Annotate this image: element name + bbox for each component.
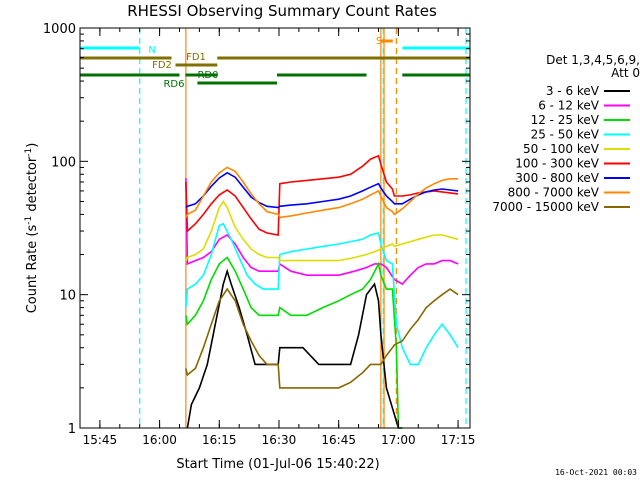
series-line [185, 166, 459, 219]
series-line [186, 268, 403, 429]
flag-label: RD6 [163, 79, 184, 90]
legend-label: 3 - 6 keV [546, 84, 600, 98]
legend-header: Att 0 [611, 66, 640, 80]
legend-label: 25 - 50 keV [531, 128, 600, 142]
flag-label: S [376, 36, 382, 47]
x-tick-label: 16:30 [262, 433, 297, 447]
legend-label: 300 - 800 keV [515, 171, 599, 185]
y-tick-label: 1000 [43, 22, 76, 37]
series-line [185, 200, 459, 262]
legend-label: 100 - 300 keV [515, 157, 599, 171]
legend-label: 12 - 25 keV [531, 113, 600, 127]
flag-label: RD0 [197, 70, 218, 81]
legend-header: Det 1,3,4,5,6,9, [546, 53, 640, 67]
x-tick-label: 17:00 [381, 433, 416, 447]
y-tick-label: 1 [68, 422, 76, 437]
x-tick-label: 15:45 [83, 433, 118, 447]
y-tick-label: 100 [51, 155, 76, 170]
plot-frame [79, 27, 471, 429]
y-tick-label: 10 [59, 289, 76, 304]
x-tick-label: 16:15 [202, 433, 237, 447]
series-line [185, 222, 459, 366]
flag-label: FD1 [186, 52, 206, 63]
x-tick-label: 17:15 [441, 433, 476, 447]
flag-label: FD2 [152, 60, 172, 71]
series-line [185, 287, 459, 389]
legend-label: 6 - 12 keV [538, 99, 600, 113]
series-line [185, 154, 459, 236]
chart-title: RHESSI Observing Summary Count Rates [127, 2, 437, 20]
x-tick-label: 16:45 [321, 433, 356, 447]
x-axis-label: Start Time (01-Jul-06 15:40:22) [176, 457, 379, 472]
flag-label: N [148, 45, 155, 56]
y-axis-label: Count Rate (s-1 detector-1) [24, 143, 40, 314]
legend-label: 800 - 7000 keV [508, 186, 600, 200]
legend-label: 7000 - 15000 keV [492, 200, 599, 214]
series-line [185, 256, 403, 429]
x-tick-label: 16:00 [142, 433, 177, 447]
legend-label: 50 - 100 keV [523, 142, 600, 156]
series-line [185, 177, 459, 286]
footer-date: 16-Oct-2021 00:03 [555, 468, 637, 477]
